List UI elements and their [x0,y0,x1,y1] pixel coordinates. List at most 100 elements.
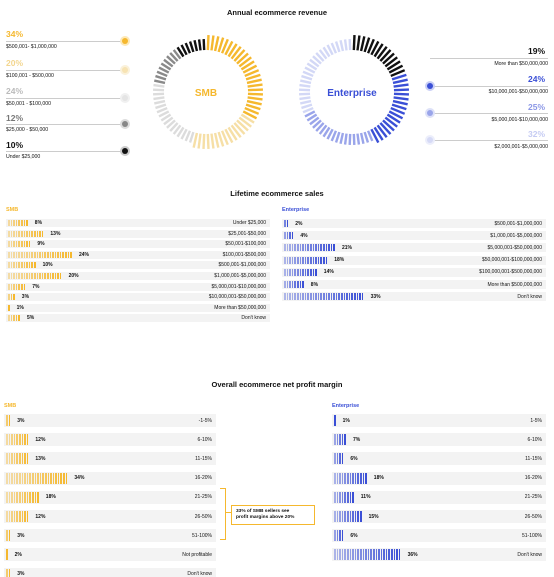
smb-donut-slice-3-tick [166,55,176,65]
ent-donut-slice-3-tick [301,103,313,110]
profit-smb-value-label: 3% [17,417,25,424]
ent-donut-slice-2-tick [312,119,322,129]
profit-smb-category-label: 26-50% [194,513,212,520]
profit-ent-category-label: 21-25% [524,494,542,501]
lifetime-ent-value-label: 33% [370,293,381,300]
smb-donut-slice-2-tick [160,113,172,122]
lifetime-smb-bar [8,273,62,279]
ent-donut-slice-3-tick [315,52,325,62]
ent-rev-pct-0: 19% [528,46,546,56]
profit-ent-category-label: 6-10% [527,436,542,443]
smb-donut-slice-2-tick [169,122,179,132]
ent-donut-slice-0-tick [390,69,406,78]
smb-donut-slice-0-tick [217,37,225,53]
profit-smb-bar [6,434,29,446]
profit-smb-category-label: 16-20% [194,475,212,482]
profit-ent-bar [334,530,344,542]
profit-smb-row [4,414,216,427]
profit-ent-category-label: 16-20% [524,475,542,482]
profit-ent-category-label: 26-50% [524,513,542,520]
profit-ent-bar [334,511,362,522]
smb-donut-slice-2-tick [156,106,168,114]
smb-donut-slice-0-tick [210,35,215,51]
ent-rev-range-0: More than $50,000,000 [494,61,548,67]
smb-donut-slice-1-tick [233,122,246,135]
smb-donut-slice-0-tick [213,36,220,52]
lifetime-smb-bar [8,262,36,269]
lifetime-smb-category-label: More than $50,000,000 [214,304,266,311]
smb-donut-slice-1-tick [224,128,234,144]
smb-donut-slice-0-tick [220,38,229,54]
ent-donut-slice-3-tick [334,41,341,53]
smb-donut-slice-1-tick [213,132,220,148]
lifetime-smb-value-label: 13% [50,230,61,237]
lifetime-ent-row [282,231,546,241]
lifetime-smb-bar [8,241,31,248]
ent-donut-slice-0-tick [379,49,392,62]
smb-rev-dot-3 [122,121,128,127]
profit-bracket [220,488,226,540]
lifetime-smb-value-label: 20% [68,273,79,279]
ent-donut-slice-2-tick [318,124,328,135]
lifetime-ent-category-label: $100,000,001-$500,000,000 [479,269,542,276]
lifetime-smb-row [6,261,270,270]
smb-donut-slice-3-tick [160,62,172,71]
ent-donut-slice-3-tick [339,39,345,52]
profit-smb-category-label: Don't know [187,571,212,577]
smb-donut-slice-2-tick [158,110,170,118]
ent-donut-slice-2-tick [304,110,316,118]
ent-donut-slice-3-tick [309,58,320,68]
profit-smb-category-label: 21-25% [194,494,212,501]
profit-smb-bar [6,549,8,561]
profit-ent-category-label: 51-100% [521,532,542,539]
ent-rev-pct-3: 32% [528,129,546,139]
ent-donut-slice-1-tick [391,73,407,81]
lifetime-smb-category-label: $50,001-$100,000 [225,241,266,248]
ent-donut-slice-3-tick [301,74,313,81]
smb-donut-slice-2-tick [180,128,188,140]
profit-ent-value-label: 6% [350,532,358,539]
smb-donut-slice-0-tick [206,35,210,51]
lifetime-ent-value-label: 2% [295,220,303,227]
ent-donut-slice-1-tick [382,119,395,132]
profit-smb-category-label: 11-15% [195,455,212,462]
lifetime-ent-category-label: Don't know [517,293,542,300]
profit-smb-category-label: -1-5% [198,417,212,424]
lifetime-smb-bar [8,230,44,237]
smb-rev-dot-4 [122,148,128,154]
smb-rev-pct-1: 20% [6,58,24,68]
ent-donut-slice-3-tick [312,55,322,65]
smb-donut-slice-1-tick [238,116,252,128]
profit-ent-bar [334,434,346,446]
ent-donut-slice-0-tick [359,36,366,52]
lifetime-smb-bar [8,283,26,290]
lifetime-title: Lifetime ecommerce sales [230,189,324,198]
smb-donut-slice-0-tick [236,52,249,65]
lifetime-ent-bar [284,232,294,240]
ent-rev-dot-1 [427,83,433,89]
smb-rev-pct-4: 10% [6,140,24,150]
smb-donut-slice-0-tick [227,43,238,58]
ent-donut-slice-1-tick [370,128,380,144]
revenue-title: Annual ecommerce revenue [226,8,328,17]
smb-donut-slice-2-tick [176,126,185,138]
lifetime-ent-category-label: $50,000,001-$100,000,000 [481,257,542,264]
ent-donut-slice-0-tick [352,35,356,51]
smb-donut-slice-0-tick [247,83,263,88]
smb-donut-slice-2-tick [163,116,174,126]
lifetime-ent-value-label: 8% [310,281,319,288]
profit-ent-row [332,452,546,466]
ent-donut-slice-2-tick [339,132,345,145]
smb-donut-slice-1-tick [220,130,229,146]
smb-donut-label: SMB [195,88,217,99]
lifetime-ent-row [282,267,546,277]
ent-donut-slice-1-tick [386,113,401,124]
smb-donut-slice-0-tick [244,106,260,115]
profit-smb-row [4,471,216,485]
profit-ent-row [332,433,546,447]
ent-donut-slice-2-tick [326,128,334,140]
ent-donut-slice-1-tick [393,83,409,88]
ent-donut-slice-1-tick [390,106,406,115]
lifetime-smb-row [6,272,270,280]
lifetime-smb-category-label: $1,000,001-$5,000,000 [214,273,266,279]
